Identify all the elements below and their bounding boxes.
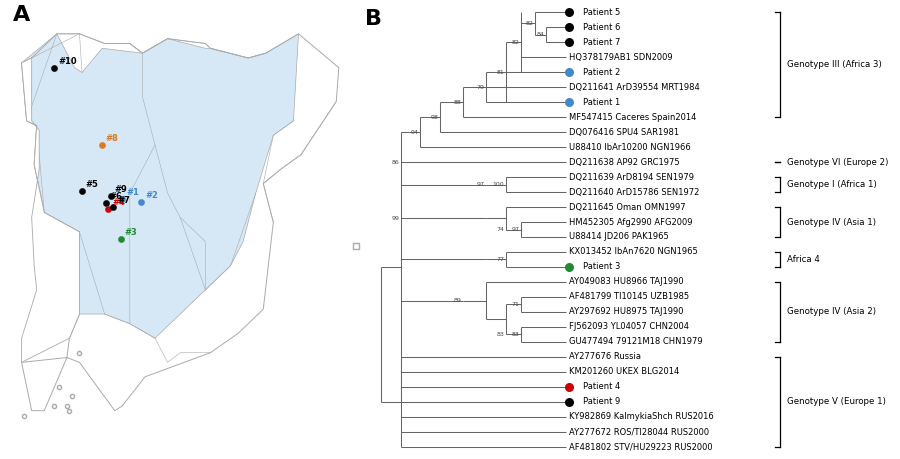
Text: #7: #7 [117,196,130,205]
Text: DQ211645 Oman OMN1997: DQ211645 Oman OMN1997 [569,202,686,212]
Text: #1: #1 [126,188,139,197]
Text: Patient 6: Patient 6 [583,22,621,32]
Text: Patient 2: Patient 2 [583,67,621,77]
Polygon shape [22,58,79,362]
Text: Patient 3: Patient 3 [583,263,621,271]
Text: 77: 77 [496,257,504,262]
Text: 82: 82 [512,39,519,45]
Text: #9: #9 [114,185,128,194]
Text: #6: #6 [110,192,122,201]
Text: Africa 4: Africa 4 [787,255,819,264]
Text: Patient 1: Patient 1 [583,98,621,106]
Text: 86: 86 [392,160,400,164]
Text: DQ211640 ArD15786 SEN1972: DQ211640 ArD15786 SEN1972 [569,188,699,196]
Polygon shape [22,34,299,338]
Text: 88: 88 [454,100,462,105]
Text: #4: #4 [112,198,125,207]
Text: 97: 97 [512,227,519,232]
Text: Genotype V (Europe 1): Genotype V (Europe 1) [787,397,886,406]
Text: #3: #3 [125,228,138,237]
Text: AY297692 HU8975 TAJ1990: AY297692 HU8975 TAJ1990 [569,308,683,316]
Text: GU477494 79121M18 CHN1979: GU477494 79121M18 CHN1979 [569,337,703,347]
Text: DQ076416 SPU4 SAR1981: DQ076416 SPU4 SAR1981 [569,128,680,136]
Text: AY277672 ROS/TI28044 RUS2000: AY277672 ROS/TI28044 RUS2000 [569,427,709,437]
Text: 79: 79 [477,84,485,90]
Text: 83: 83 [512,332,519,337]
Text: #5: #5 [86,180,99,189]
Text: Genotype IV (Asia 1): Genotype IV (Asia 1) [787,218,876,226]
Text: 82: 82 [526,21,534,26]
Text: Genotype I (Africa 1): Genotype I (Africa 1) [787,180,877,189]
Text: KM201260 UKEX BLG2014: KM201260 UKEX BLG2014 [569,368,680,376]
Text: Genotype III (Africa 3): Genotype III (Africa 3) [787,60,881,69]
Text: FJ562093 YL04057 CHN2004: FJ562093 YL04057 CHN2004 [569,323,689,331]
Text: Patient 7: Patient 7 [583,38,621,46]
Text: HM452305 Afg2990 AFG2009: HM452305 Afg2990 AFG2009 [569,218,692,226]
Text: 74: 74 [496,227,504,232]
Text: Patient 4: Patient 4 [583,382,621,392]
Text: KY982869 KalmykiaShch RUS2016: KY982869 KalmykiaShch RUS2016 [569,413,714,421]
Text: U88414 JD206 PAK1965: U88414 JD206 PAK1965 [569,233,669,241]
Text: 99: 99 [392,216,400,221]
Text: U88410 IbAr10200 NGN1966: U88410 IbAr10200 NGN1966 [569,143,691,151]
Text: Genotype VI (Europe 2): Genotype VI (Europe 2) [787,157,888,167]
Text: #2: #2 [145,191,158,200]
Text: DQ211638 AP92 GRC1975: DQ211638 AP92 GRC1975 [569,157,680,167]
Text: 97: 97 [477,182,485,187]
Text: A: A [13,5,30,25]
Text: 94: 94 [410,129,419,134]
Text: AF481799 TI10145 UZB1985: AF481799 TI10145 UZB1985 [569,292,689,302]
Text: KX013452 IbAn7620 NGN1965: KX013452 IbAn7620 NGN1965 [569,247,698,257]
Text: 100: 100 [492,182,504,187]
Text: Patient 5: Patient 5 [583,8,621,17]
Text: Patient 9: Patient 9 [583,397,621,406]
Text: 89: 89 [454,298,462,303]
Text: 98: 98 [430,115,438,119]
Text: 84: 84 [537,32,544,37]
Text: AF481802 STV/HU29223 RUS2000: AF481802 STV/HU29223 RUS2000 [569,442,713,451]
Text: 81: 81 [497,70,504,74]
Text: AY277676 Russia: AY277676 Russia [569,353,641,361]
Text: Genotype IV (Asia 2): Genotype IV (Asia 2) [787,308,876,316]
Text: #10: #10 [58,57,76,66]
Text: 83: 83 [496,332,504,337]
Text: HQ378179AB1 SDN2009: HQ378179AB1 SDN2009 [569,53,672,62]
Text: #8: #8 [106,134,119,143]
Text: DQ211641 ArD39554 MRT1984: DQ211641 ArD39554 MRT1984 [569,83,700,91]
Text: MF547415 Caceres Spain2014: MF547415 Caceres Spain2014 [569,112,697,122]
Text: 71: 71 [512,302,519,307]
Text: DQ211639 ArD8194 SEN1979: DQ211639 ArD8194 SEN1979 [569,173,694,181]
Text: AY049083 HU8966 TAJ1990: AY049083 HU8966 TAJ1990 [569,278,684,286]
Text: B: B [365,9,382,29]
